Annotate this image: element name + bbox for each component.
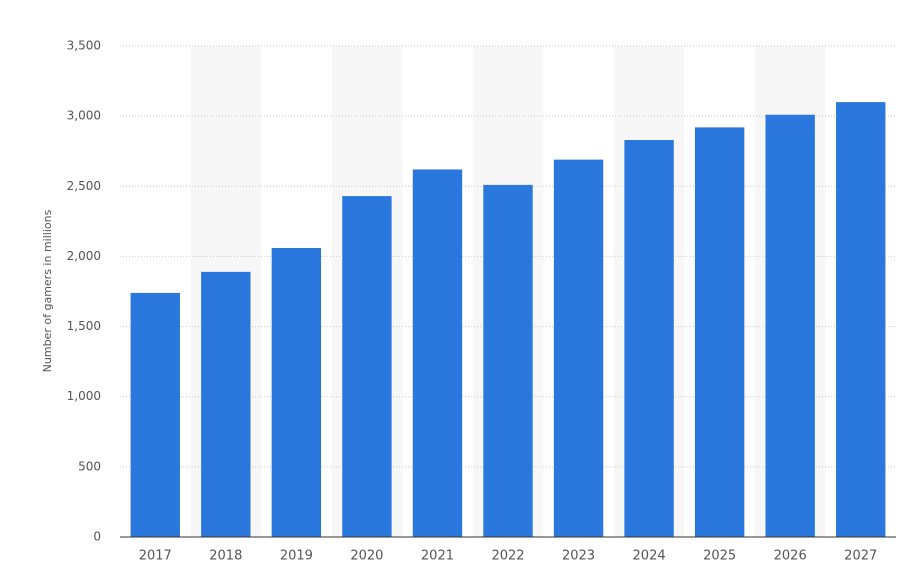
x-tick-label: 2024 <box>633 549 666 564</box>
bar <box>130 292 180 537</box>
bar <box>412 169 463 538</box>
bar <box>271 248 322 538</box>
y-tick-label: 0 <box>93 530 101 544</box>
x-tick-label: 2019 <box>280 549 313 564</box>
y-tick-label: 500 <box>78 459 101 473</box>
bar <box>342 196 392 537</box>
y-tick-label: 2,500 <box>67 179 101 193</box>
y-tick-label: 1,500 <box>67 319 101 333</box>
x-tick-label: 2023 <box>562 549 595 564</box>
x-tick-label: 2021 <box>421 549 454 564</box>
x-tick-label: 2022 <box>491 549 524 564</box>
bar <box>694 127 745 537</box>
bar <box>201 271 251 537</box>
bar <box>483 184 533 537</box>
x-tick-label: 2017 <box>139 549 172 564</box>
x-tick-label: 2020 <box>350 549 383 564</box>
x-tick-label: 2027 <box>844 549 877 564</box>
bar <box>836 102 886 537</box>
y-axis-label: Number of gamers in millions <box>41 209 54 372</box>
bar <box>765 114 815 538</box>
bar <box>553 159 604 538</box>
y-tick-label: 2,000 <box>67 249 101 263</box>
x-tick-label: 2025 <box>703 549 736 564</box>
bar <box>624 139 674 537</box>
y-tick-label: 3,000 <box>67 109 101 123</box>
x-tick-label: 2018 <box>209 549 242 564</box>
x-tick-label: 2026 <box>774 549 807 564</box>
y-tick-label: 1,000 <box>67 389 101 403</box>
y-tick-label: 3,500 <box>67 39 101 53</box>
